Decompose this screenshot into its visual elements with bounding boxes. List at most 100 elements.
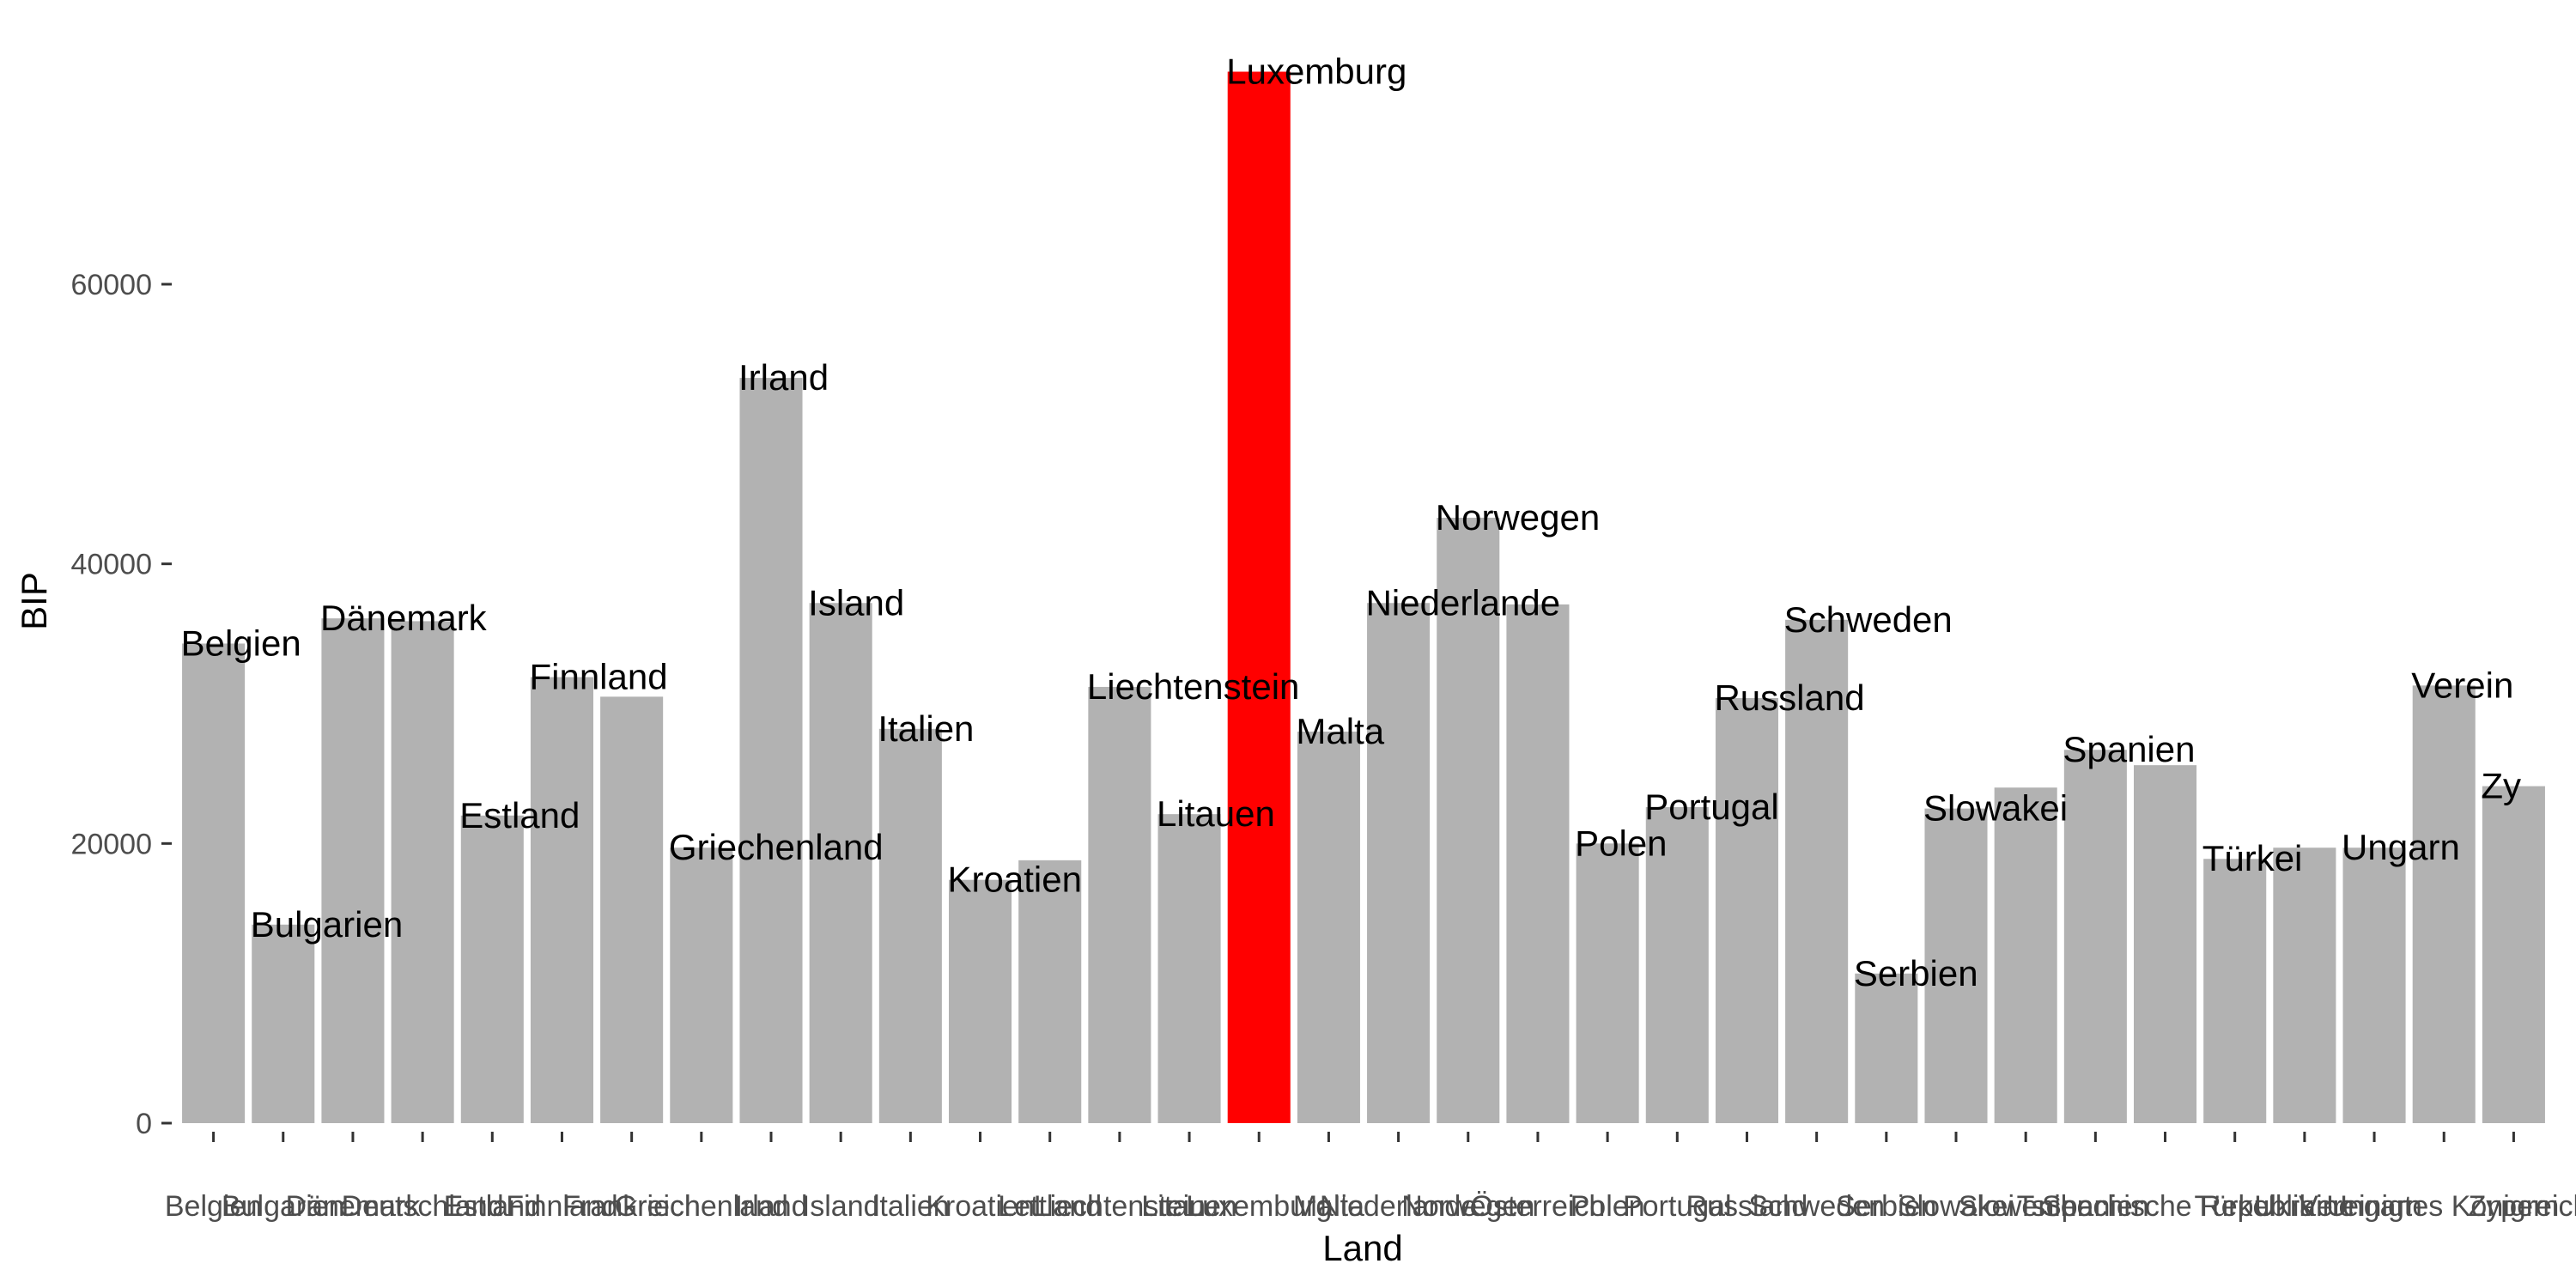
x-tick-label: Dänemark xyxy=(286,1190,422,1223)
x-tick-label: Italien xyxy=(872,1190,950,1223)
x-tick-label: Malta xyxy=(1293,1190,1364,1223)
x-tick-label: Zypern xyxy=(2468,1190,2559,1223)
x-tick-label: Serbien xyxy=(1836,1190,1936,1223)
bar-label: Serbien xyxy=(1854,953,1978,993)
bar xyxy=(1576,843,1639,1123)
bar xyxy=(321,618,385,1123)
bar xyxy=(1227,71,1291,1124)
bar-label: Finnland xyxy=(529,657,667,697)
bar-label: Slowakei xyxy=(1923,788,2068,829)
bars xyxy=(182,71,2545,1124)
y-tick-label: 20000 xyxy=(70,828,152,860)
bar xyxy=(1645,806,1709,1123)
bar xyxy=(2063,750,2127,1123)
x-tick-label: Kroatien xyxy=(926,1190,1035,1223)
bar-label: Dänemark xyxy=(320,598,488,638)
x-tick-label: Russland xyxy=(1686,1190,1808,1223)
x-tick-label: Estland xyxy=(444,1190,541,1223)
bar xyxy=(1715,697,1778,1123)
bar xyxy=(2273,848,2336,1123)
x-tick-label: Norwegen xyxy=(1401,1190,1534,1223)
bar xyxy=(1018,860,1082,1123)
x-tick-label: Griechenland xyxy=(615,1190,788,1223)
x-tick-label: Niederlande xyxy=(1320,1190,1477,1223)
y-tick-label: 40000 xyxy=(70,549,152,581)
bar-label: Ungarn xyxy=(2342,827,2460,867)
x-tick-label: Bulgarien xyxy=(222,1190,345,1223)
bar xyxy=(2412,685,2476,1123)
bar xyxy=(2203,859,2267,1123)
bar xyxy=(2482,786,2545,1123)
bar xyxy=(1367,603,1431,1123)
bar xyxy=(809,603,872,1123)
bar-label: Verein xyxy=(2411,665,2513,705)
bar-label: Türkei xyxy=(2202,838,2303,878)
bar-label: Bulgarien xyxy=(251,904,403,945)
bar xyxy=(1924,808,1988,1123)
bar-label: Russland xyxy=(1714,677,1864,718)
x-axis-title: Land xyxy=(1322,1228,1402,1268)
bar-label: Spanien xyxy=(2063,729,2195,769)
bar xyxy=(391,621,454,1123)
x-tick-label: Ungarn xyxy=(2326,1190,2422,1223)
y-tick-label: 0 xyxy=(136,1108,152,1140)
bar xyxy=(460,815,524,1123)
bar xyxy=(1297,732,1360,1123)
bar xyxy=(949,879,1012,1123)
x-tick-label: Irland xyxy=(734,1190,807,1223)
x-axis: BelgienBulgarienDänemarkDeutschlandEstla… xyxy=(165,1132,2576,1223)
x-tick-label: Luxemburg xyxy=(1186,1190,1332,1223)
bar xyxy=(1785,619,1849,1123)
bar-label: Irland xyxy=(738,357,829,398)
x-tick-label: Frankreich xyxy=(562,1190,701,1223)
bar-label: Portugal xyxy=(1644,787,1778,827)
bar xyxy=(252,924,315,1123)
bar xyxy=(530,677,593,1123)
x-tick-label: Polen xyxy=(1571,1190,1645,1223)
bar xyxy=(1157,814,1221,1123)
bar-label: Italien xyxy=(878,708,974,749)
y-tick-label: 60000 xyxy=(70,269,152,301)
bar xyxy=(739,378,803,1123)
x-tick-label: Spanien xyxy=(2042,1190,2149,1223)
bar-label: Island xyxy=(808,582,904,623)
x-tick-label: Österreich xyxy=(1471,1190,1606,1223)
bar xyxy=(1994,787,2057,1123)
x-tick-label: Vereinigtes Königreich xyxy=(2299,1190,2576,1223)
bar xyxy=(600,696,664,1123)
bar-label: Malta xyxy=(1296,711,1384,751)
bar xyxy=(670,848,733,1123)
bar xyxy=(1088,686,1151,1123)
bar-label: Norwegen xyxy=(1436,497,1600,538)
x-tick-label: Belgien xyxy=(165,1190,262,1223)
bar xyxy=(1855,973,1918,1123)
x-tick-label: Slowakei xyxy=(1898,1190,2014,1223)
bar xyxy=(1437,517,1500,1123)
x-tick-label: Deutschland xyxy=(342,1190,504,1223)
bar-label: Litauen xyxy=(1157,793,1275,834)
bar xyxy=(2134,765,2197,1123)
x-tick-label: Island xyxy=(802,1190,880,1223)
y-axis-title: BIP xyxy=(14,572,54,630)
bar-label: Belgien xyxy=(181,623,301,663)
bar xyxy=(2342,848,2406,1123)
bar xyxy=(878,728,942,1123)
x-tick-label: Türkei xyxy=(2194,1190,2275,1223)
bar-label: Polen xyxy=(1575,823,1667,863)
x-tick-label: Liechtenstein xyxy=(1034,1190,1206,1223)
bar-label: Griechenland xyxy=(669,827,884,867)
bar-label: Estland xyxy=(459,795,580,835)
x-tick-label: Ukraine xyxy=(2254,1190,2354,1223)
x-tick-label: Schweden xyxy=(1748,1190,1885,1223)
x-tick-label: Portugal xyxy=(1623,1190,1732,1223)
bar-label: Schweden xyxy=(1784,599,1953,640)
bar-label: Luxemburg xyxy=(1226,51,1406,91)
bar-label: Liechtenstein xyxy=(1087,666,1300,707)
x-tick-label: Tschechische Republik xyxy=(2017,1190,2315,1223)
bar-label: Niederlande xyxy=(1366,582,1561,623)
x-tick-label: Lettland xyxy=(998,1190,1102,1223)
bar xyxy=(182,643,246,1123)
bar xyxy=(1506,604,1570,1123)
x-tick-label: Finnland xyxy=(506,1190,617,1223)
